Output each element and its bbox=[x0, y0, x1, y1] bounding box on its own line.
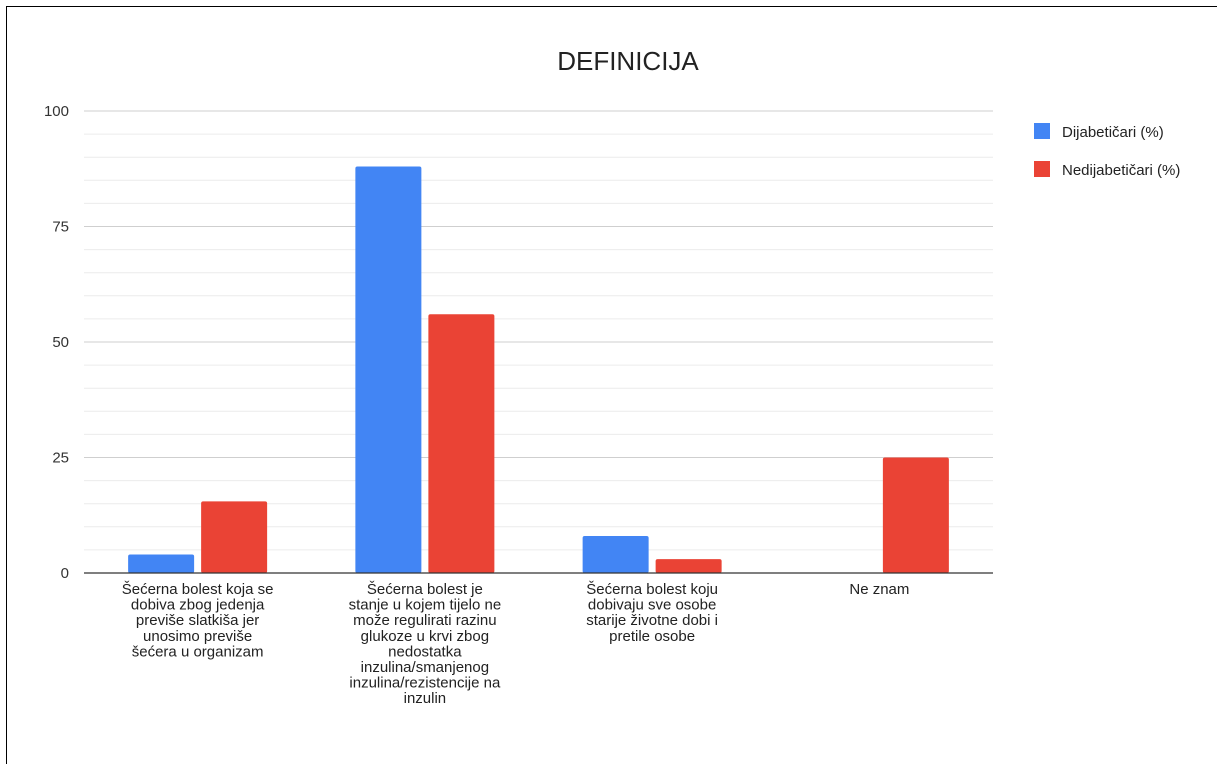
x-category-label: Šećerna bolest je stanje u kojem tijelo n… bbox=[349, 581, 502, 707]
x-category-label: Šećerna bolest koja se dobiva zbog jedenj… bbox=[122, 581, 274, 660]
legend-swatch bbox=[1034, 123, 1050, 139]
y-tick-label: 75 bbox=[52, 219, 69, 236]
bars bbox=[128, 166, 949, 573]
bar-nedijabeticari-2 bbox=[428, 314, 495, 573]
bar-dijabeticari-3 bbox=[582, 536, 649, 573]
legend-label: Nedijabetičari (%) bbox=[1062, 162, 1180, 179]
x-category-label: Šećerna bolest koju dobivaju sve osobe sta… bbox=[586, 581, 718, 645]
bar-nedijabeticari-3 bbox=[655, 559, 722, 573]
legend-label: Dijabetičari (%) bbox=[1062, 124, 1164, 141]
chart-frame bbox=[6, 6, 1217, 764]
legend: Dijabetičari (%) Nedijabetičari (%) bbox=[1034, 123, 1180, 179]
y-tick-label: 100 bbox=[44, 103, 69, 120]
x-category-label: Ne znam bbox=[849, 581, 909, 598]
legend-swatch bbox=[1034, 161, 1050, 177]
bar-nedijabeticari-1 bbox=[201, 501, 268, 573]
x-axis-labels: Šećerna bolest koja se dobiva zbog jedenj… bbox=[122, 581, 910, 707]
bar-nedijabeticari-4 bbox=[882, 457, 949, 573]
chart-title: DEFINICIJA bbox=[557, 46, 699, 76]
y-tick-label: 0 bbox=[61, 565, 69, 582]
y-axis-ticks: 0 25 50 75 100 bbox=[44, 103, 69, 582]
bar-dijabeticari-1 bbox=[128, 554, 195, 573]
grid-lines bbox=[84, 110, 993, 551]
y-tick-label: 50 bbox=[52, 334, 69, 351]
y-tick-label: 25 bbox=[52, 450, 69, 467]
bar-dijabeticari-2 bbox=[355, 166, 422, 573]
